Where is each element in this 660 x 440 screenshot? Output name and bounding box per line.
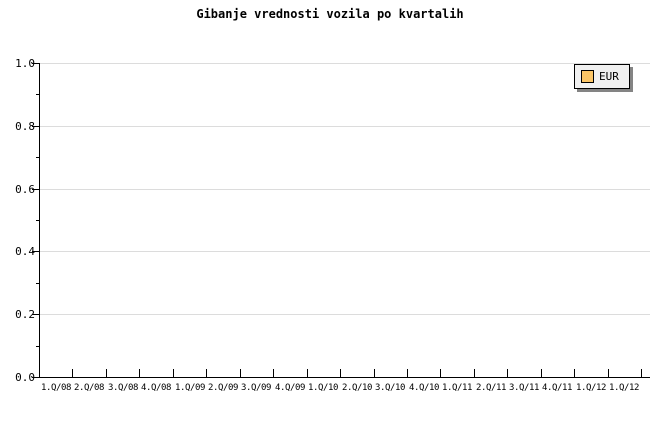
y-axis-tick-minor xyxy=(36,220,40,221)
legend-label: EUR xyxy=(599,70,619,83)
y-axis-tick-major xyxy=(32,314,40,315)
y-axis-label: 1.0 xyxy=(15,57,35,70)
y-axis-tick-major xyxy=(32,377,40,378)
y-axis-label: 0.2 xyxy=(15,308,35,321)
x-axis-tick xyxy=(173,369,174,377)
x-axis-label: 3.Q/11 xyxy=(508,383,540,393)
y-axis-label: 0.0 xyxy=(15,371,35,384)
x-axis-label: 4.Q/09 xyxy=(274,383,306,393)
y-gridline xyxy=(40,63,650,64)
x-axis-tick xyxy=(106,369,107,377)
x-axis-tick xyxy=(340,369,341,377)
y-axis-tick-minor xyxy=(36,94,40,95)
x-axis-label: 4.Q/11 xyxy=(541,383,573,393)
x-axis-tick xyxy=(474,369,475,377)
y-gridline xyxy=(40,314,650,315)
x-axis-label: 3.Q/08 xyxy=(107,383,139,393)
y-axis-label: 0.4 xyxy=(15,245,35,258)
x-axis-tick xyxy=(240,369,241,377)
x-axis-tick xyxy=(440,369,441,377)
y-gridline xyxy=(40,189,650,190)
chart-title: Gibanje vrednosti vozila po kvartalih xyxy=(196,7,464,21)
x-axis-label: 1.Q/08 xyxy=(40,383,72,393)
y-gridline xyxy=(40,126,650,127)
x-axis-tick xyxy=(374,369,375,377)
x-axis-label: 3.Q/09 xyxy=(240,383,272,393)
y-axis-tick-minor xyxy=(36,157,40,158)
x-axis-label: 1.Q/12 xyxy=(575,383,607,393)
x-axis-tick xyxy=(507,369,508,377)
x-axis-label: 1.Q/12 xyxy=(608,383,640,393)
x-axis-line xyxy=(39,377,650,378)
x-axis-label: 1.Q/09 xyxy=(174,383,206,393)
x-axis-label: 2.Q/09 xyxy=(207,383,239,393)
legend: EUR xyxy=(574,64,630,89)
x-axis-tick xyxy=(608,369,609,377)
y-axis-tick-major xyxy=(32,126,40,127)
x-axis-label: 2.Q/10 xyxy=(341,383,373,393)
x-axis-label: 2.Q/08 xyxy=(73,383,105,393)
x-axis-tick xyxy=(407,369,408,377)
x-axis-tick xyxy=(206,369,207,377)
y-gridline xyxy=(40,251,650,252)
y-axis-label: 0.8 xyxy=(15,120,35,133)
x-axis-label: 1.Q/10 xyxy=(307,383,339,393)
x-axis-tick xyxy=(541,369,542,377)
x-axis-label: 4.Q/08 xyxy=(140,383,172,393)
x-axis-tick xyxy=(574,369,575,377)
y-axis-tick-minor xyxy=(36,283,40,284)
x-axis-label: 3.Q/10 xyxy=(374,383,406,393)
y-axis-tick-minor xyxy=(36,346,40,347)
legend-swatch-eur xyxy=(581,70,594,83)
x-axis-tick xyxy=(307,369,308,377)
y-axis-label: 0.6 xyxy=(15,183,35,196)
y-axis-tick-major xyxy=(32,189,40,190)
x-axis-label: 2.Q/11 xyxy=(475,383,507,393)
y-axis-tick-major xyxy=(32,63,40,64)
y-axis-tick-major xyxy=(32,251,40,252)
x-axis-tick xyxy=(72,369,73,377)
x-axis-tick xyxy=(641,369,642,377)
x-axis-tick xyxy=(139,369,140,377)
x-axis-tick xyxy=(273,369,274,377)
x-axis-label: 1.Q/11 xyxy=(441,383,473,393)
x-axis-label: 4.Q/10 xyxy=(408,383,440,393)
